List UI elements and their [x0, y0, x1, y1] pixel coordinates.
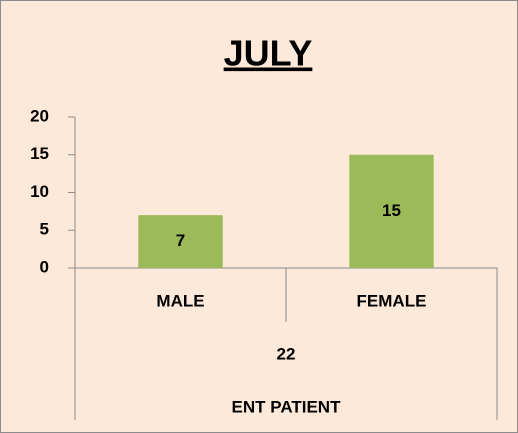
data-label: 15: [382, 201, 401, 220]
y-tick-label: 5: [40, 220, 49, 239]
chart-title: JULY: [224, 33, 313, 74]
bar: [349, 154, 434, 268]
y-tick-label: 0: [40, 257, 49, 276]
y-tick-label: 10: [30, 182, 49, 201]
y-tick-label: 15: [30, 144, 49, 163]
category-group-label: 22: [277, 344, 296, 363]
data-label: 7: [176, 231, 185, 250]
x-tick-label: MALE: [156, 291, 204, 310]
x-tick-label: FEMALE: [357, 291, 427, 310]
category-group-label: ENT PATIENT: [232, 397, 342, 416]
bar: [138, 215, 223, 268]
y-tick-label: 20: [30, 106, 49, 125]
